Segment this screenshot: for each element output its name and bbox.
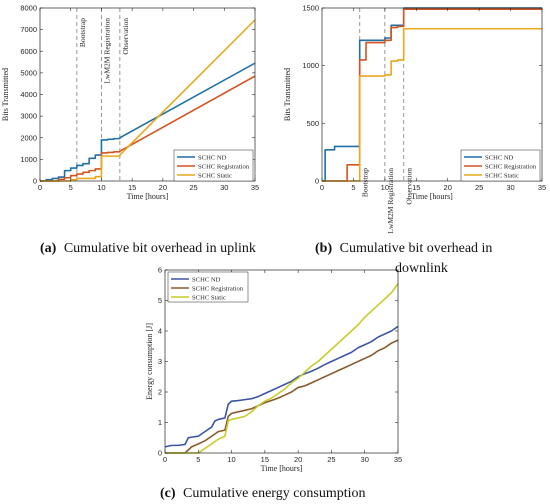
caption-b-label: (b) [315,241,332,256]
y-tick-label: 5000 [20,68,37,77]
y-tick-label: 8000 [20,4,37,13]
series-line-2 [165,339,399,454]
y-tick-label: 7000 [20,25,37,34]
legend-label-1: SCHC ND [198,154,227,161]
annotation-label: LwM2M Registration [102,18,111,84]
x-tick-label: 30 [220,183,228,192]
y-tick-label: 0 [315,177,319,186]
x-axis-label: Time [hours] [127,192,169,201]
chart-panel-a: Bootstrap LwM2M Registration Observation 0 5… [1,4,259,202]
legend-label-2: SCHC Registration [192,285,244,292]
x-tick-label: 10 [97,183,105,192]
x-tick-label: 20 [294,455,302,464]
x-tick-label: 10 [227,455,235,464]
y-axis-label: Energy consumption [J] [145,323,154,400]
x-tick-label: 30 [361,455,369,464]
x-axis-label: Time [hours] [261,464,303,473]
x-tick-label: 35 [538,183,546,192]
y-tick-label: 500 [306,119,319,128]
x-tick-label: 35 [394,455,402,464]
y-tick-label: 5 [158,296,162,305]
series-line-1 [40,62,256,182]
chart-panel-c: 0 5 10 15 20 25 30 35 0 1 2 3 4 5 6 Time [hours] Energy … [145,266,402,474]
x-tick-label: 5 [351,183,355,192]
x-tick-label: 35 [251,183,259,192]
series-line-1 [164,325,399,448]
annotation-label: Bootstrap [78,18,87,47]
x-tick-label: 15 [412,183,420,192]
y-tick-label: 6 [158,266,162,275]
y-tick-label: 6000 [20,47,37,56]
y-tick-label: 3 [158,357,162,366]
y-tick-label: 1000 [302,61,319,70]
chart-panel-b: Bootstrap LwM2M Registration Observation 0 5… [283,4,546,234]
x-tick-label: 15 [128,183,136,192]
series-line-1 [322,7,542,182]
x-tick-label: 25 [475,183,483,192]
caption-c-label: (c) [160,486,176,501]
caption-b: (b) Cumulative bit overhead in [315,241,492,256]
x-tick-label: 30 [506,183,514,192]
y-tick-label: 4 [158,327,162,336]
legend-label-3: SCHC Static [485,172,519,179]
legend-label-2: SCHC Registration [485,163,537,170]
x-tick-label: 5 [196,455,200,464]
x-tick-label: 20 [444,183,452,192]
x-tick-label: 10 [381,183,389,192]
y-tick-label: 2000 [20,133,37,142]
x-tick-label: 0 [163,455,167,464]
y-tick-label: 4000 [20,90,37,99]
y-tick-label: 1500 [302,4,319,13]
x-tick-label: 25 [327,455,335,464]
x-tick-label: 0 [320,183,324,192]
y-axis-label: Bits Transmitted [283,68,292,121]
caption-a: (a) Cumulative bit overhead in uplink [40,241,256,256]
plot-area [321,7,543,182]
caption-b-text-line2: downlink [395,261,448,276]
x-tick-label: 0 [38,183,42,192]
legend-label-3: SCHC Static [192,294,226,301]
annotation-label: LwM2M Registration [386,168,395,234]
y-tick-label: 3000 [20,112,37,121]
caption-a-label: (a) [40,241,57,256]
y-tick-label: 0 [158,449,162,458]
caption-b-text-line1: Cumulative bit overhead in [340,241,493,256]
legend-label-1: SCHC ND [192,276,221,283]
y-tick-label: 1000 [20,155,37,164]
y-tick-label: 1 [158,418,162,427]
series-line-2 [322,8,542,182]
x-axis-label: Time [hours] [411,192,453,201]
legend-label-3: SCHC Static [198,172,232,179]
y-axis-label: Bits Transmitted [1,68,10,121]
series-line-3 [322,27,542,182]
series-line-3 [165,283,399,454]
x-tick-label: 15 [261,455,269,464]
legend-label-1: SCHC ND [485,154,514,161]
legend-label-2: SCHC Registration [198,163,250,170]
x-tick-label: 5 [69,183,73,192]
series-line-2 [40,75,256,182]
annotation-label: Observation [405,168,414,205]
caption-c: (c) Cumulative energy consumption [160,486,366,501]
x-tick-label: 20 [159,183,167,192]
caption-a-text: Cumulative bit overhead in uplink [64,241,256,256]
annotation-label: Observation [121,18,130,55]
y-tick-label: 2 [158,388,162,397]
annotation-label: Bootstrap [361,168,370,197]
y-tick-label: 0 [33,177,37,186]
caption-c-text: Cumulative energy consumption [183,486,366,501]
x-tick-label: 25 [189,183,197,192]
